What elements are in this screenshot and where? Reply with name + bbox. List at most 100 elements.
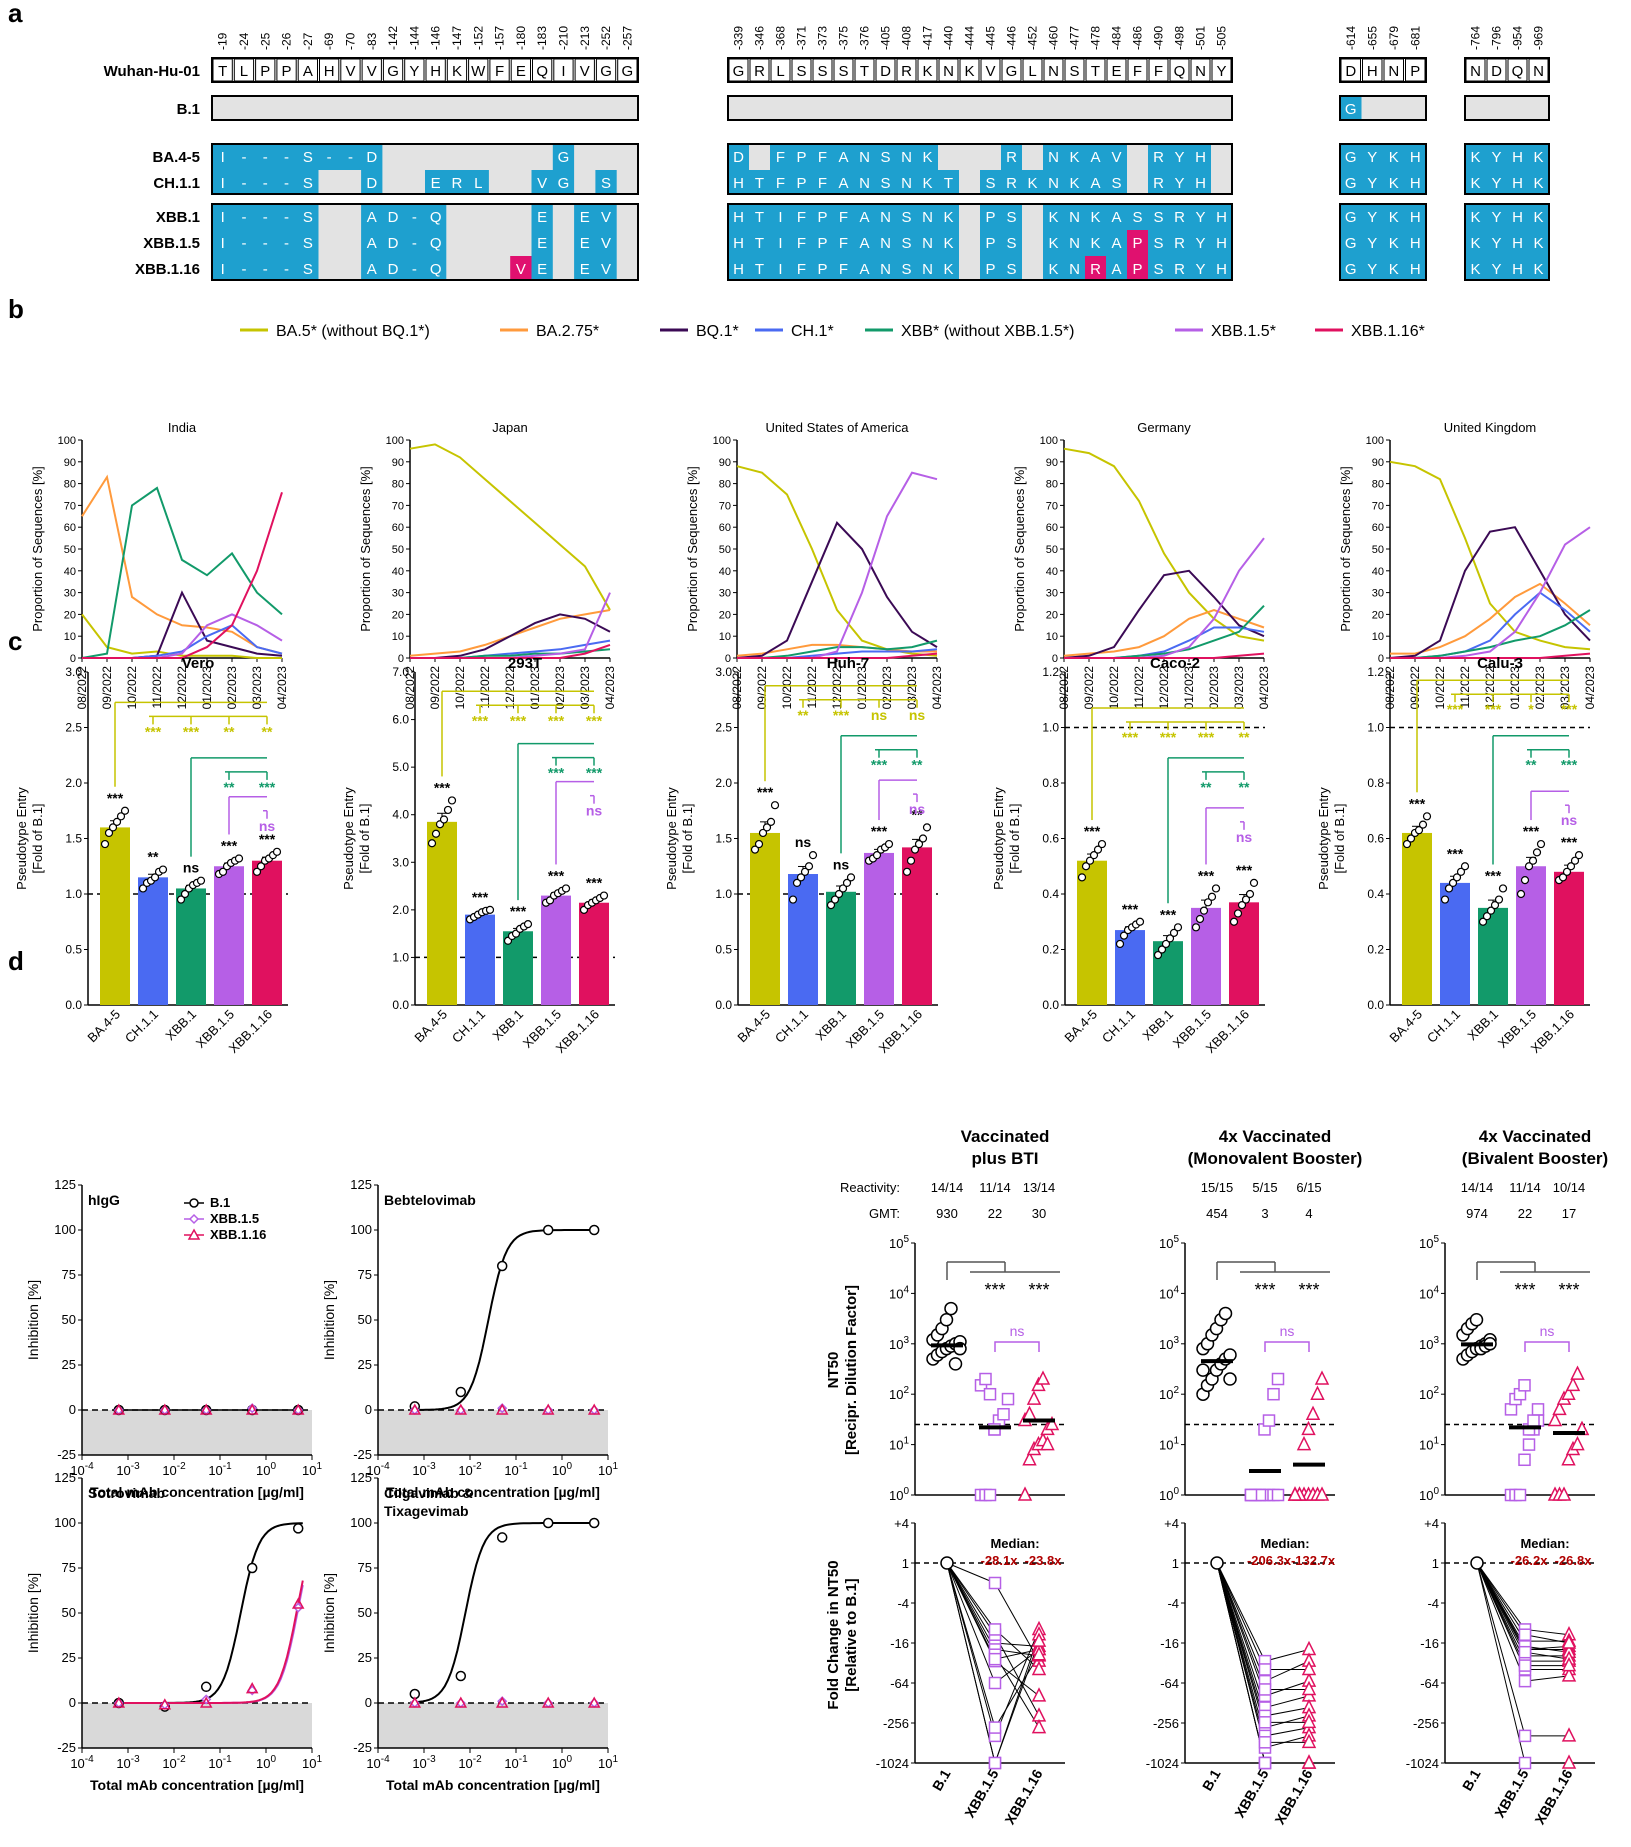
- x-tick-label: BA.4-5: [734, 1007, 773, 1046]
- series-line-XBB.1.5: [1390, 526, 1591, 659]
- series-line-XBB.1.16: [410, 643, 611, 659]
- variant-residue: N: [880, 235, 891, 252]
- panel-b: BA.5* (without BQ.1*) BA.2.75* BQ.1* CH.1* X…: [30, 323, 1597, 709]
- variant-cell: [531, 170, 554, 194]
- negative-region: [82, 1703, 312, 1748]
- variant-residue: H: [1410, 175, 1421, 192]
- y-tick-label: 0.6: [1367, 832, 1384, 846]
- series-line-BA.5: [1063, 447, 1265, 642]
- data-point: [808, 851, 818, 860]
- variant-cell: [791, 256, 813, 280]
- significance-mark: ns: [183, 860, 200, 876]
- reference-residue: V: [580, 63, 590, 80]
- significance-mark: ***: [434, 779, 451, 795]
- variant-cell: [318, 96, 341, 120]
- y-tick-label: 0: [365, 1402, 372, 1417]
- y-tick-label: 1.2: [1042, 665, 1059, 679]
- variant-residue: -: [284, 261, 289, 278]
- fold-point-XBB.1.16: [1031, 1660, 1047, 1676]
- y-tick-label: 30: [392, 588, 404, 600]
- data-point: [1402, 839, 1412, 849]
- bracket-label: *: [1528, 701, 1534, 717]
- nt50-point-B.1: [1223, 1372, 1237, 1386]
- reference-residue: G: [387, 63, 399, 80]
- inhibition-chart-3: -25 0 25 50 75 100 125 10-4 10-3 10-2 10-1 100 101 In…: [321, 1470, 618, 1793]
- x-tick-label: 10-2: [458, 1461, 482, 1478]
- variant-cell: [233, 170, 256, 194]
- x-axis-label: Total mAb concentration [µg/ml]: [386, 1777, 600, 1793]
- y-tick-label: 2.5: [65, 721, 82, 735]
- significance-mark: ***: [1558, 1280, 1579, 1300]
- reference-cell: [1507, 58, 1528, 82]
- reference-residue: V: [345, 63, 355, 80]
- variant-cell: [1361, 144, 1384, 170]
- y-tick-label: 50: [64, 544, 76, 556]
- variant-cell: [1211, 204, 1233, 230]
- variant-residue: S: [1006, 235, 1016, 252]
- y-tick-label: 0: [725, 653, 731, 665]
- variant-cell: [791, 144, 813, 170]
- variant-cell: [403, 144, 426, 170]
- variant-cell: [616, 204, 639, 230]
- bracket-label: ***: [1160, 729, 1177, 745]
- variant-cell: [812, 256, 834, 280]
- variant-cell: [297, 144, 319, 170]
- data-point: [838, 884, 848, 893]
- position-label: -183: [535, 26, 549, 50]
- y-tick-label: 2.5: [715, 721, 732, 735]
- variant-cell: [1404, 96, 1427, 120]
- variant-cell: [318, 170, 341, 194]
- data-point: [138, 884, 148, 893]
- y-axis-label: Proportion of Sequences [%]: [358, 466, 373, 632]
- variant-cell: [980, 230, 1002, 256]
- variant-residue: E: [537, 235, 547, 252]
- variant-residue: -: [241, 261, 246, 278]
- variant-residue: P: [985, 235, 995, 252]
- variant-cell: [531, 256, 554, 280]
- y-tick-label: 100: [54, 1515, 76, 1530]
- reference-residue: T: [218, 63, 227, 80]
- bar-XBB.1.5: [1191, 907, 1221, 1005]
- data-point: [830, 895, 840, 904]
- y-tick-label: 1.5: [65, 832, 82, 846]
- variant-cell: [1064, 96, 1086, 120]
- fold-point-XBB.1.5: [988, 1652, 1002, 1666]
- variant-cell: [1383, 230, 1405, 256]
- variant-residue: T: [944, 175, 953, 192]
- significance-mark: ***: [1122, 901, 1139, 917]
- y-axis-label: Pseudotype Entry: [664, 787, 679, 890]
- y-tick-label: 100: [889, 1486, 909, 1503]
- variant-cell: [833, 96, 855, 120]
- x-tick-label: 10-4: [366, 1754, 390, 1771]
- point-B.1: [588, 1224, 600, 1236]
- y-tick-label: 50: [62, 1605, 76, 1620]
- variant-cell: [1085, 230, 1107, 256]
- chart-title: Huh-7: [827, 655, 870, 672]
- variant-cell: [382, 230, 405, 256]
- variant-cell: [1528, 256, 1550, 280]
- y-tick-label: 70: [392, 500, 404, 512]
- variant-residue: Y: [1367, 149, 1377, 166]
- variant-residue: G: [1345, 101, 1357, 118]
- variant-cell: [1361, 256, 1384, 280]
- variant-cell: [574, 144, 596, 170]
- variant-residue: S: [1006, 209, 1016, 226]
- bar-BA.4-5: [100, 827, 130, 1005]
- variant-cell: [339, 204, 362, 230]
- position-label: -505: [1215, 26, 1229, 50]
- x-tick-label: CH.1.1: [1099, 1007, 1138, 1046]
- point-XBB.1.16: [541, 1696, 555, 1708]
- variant-cell: [791, 204, 813, 230]
- reference-cell: [425, 58, 446, 82]
- variant-cell: [1169, 144, 1191, 170]
- variant-cell: [896, 204, 918, 230]
- variant-cell: [616, 170, 639, 194]
- variant-residue: K: [1048, 261, 1058, 278]
- x-tick-label: BA.4-5: [411, 1007, 450, 1046]
- data-point: [120, 806, 130, 815]
- x-tick-label: B.1: [1459, 1766, 1484, 1793]
- y-tick-label: 50: [358, 1605, 372, 1620]
- y-tick-label: 125: [350, 1470, 372, 1485]
- variant-cell: [1085, 204, 1107, 230]
- variant-cell: [1383, 96, 1405, 120]
